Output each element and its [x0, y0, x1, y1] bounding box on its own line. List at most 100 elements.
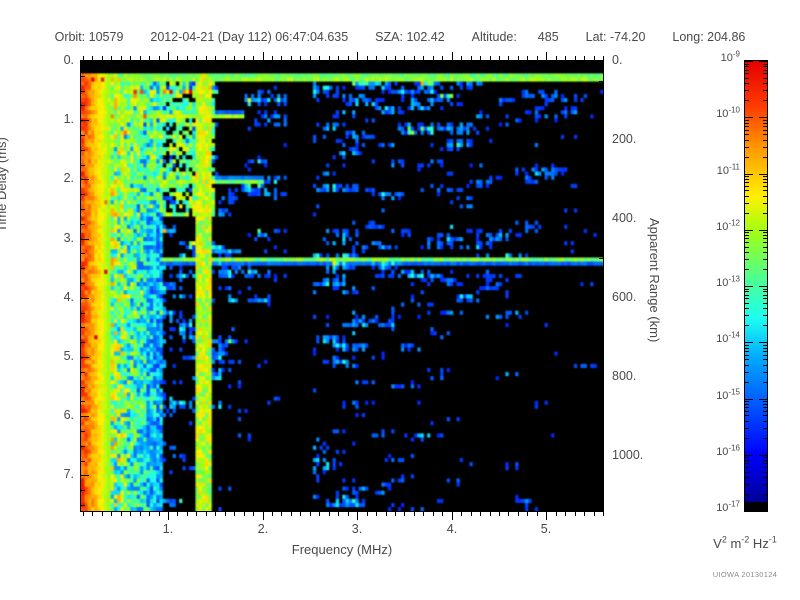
colorbar-minor-tick: [763, 325, 768, 326]
colorbar-minor-tick: [763, 477, 768, 478]
x-tick-5.1: [556, 511, 557, 516]
colorbar-minor-tick: [763, 348, 768, 349]
x-tick-top-1.7: [234, 56, 235, 61]
colorbar-minor-tick: [744, 123, 749, 124]
y-tick-label-left-5: 5.: [63, 349, 74, 363]
altitude-label: Altitude:: [471, 30, 517, 44]
colorbar-minor-tick: [763, 64, 768, 65]
x-tick-top-4.7: [518, 56, 519, 61]
observation-datetime: 2012-04-21 (Day 112) 06:47:04.635: [150, 30, 349, 44]
x-tick-top-5.5: [594, 56, 595, 61]
colorbar-tick-label--16: 10-16: [716, 443, 740, 458]
colorbar-minor-tick: [744, 90, 749, 91]
x-tick-top-4: [452, 52, 453, 61]
colorbar-minor-tick: [763, 345, 768, 346]
y-tick-right-500: [599, 258, 604, 259]
x-tick-2.8: [338, 511, 339, 516]
y-tick-right-200: [595, 140, 604, 141]
x-tick-5.6: [603, 511, 604, 516]
colorbar-minor-tick: [763, 428, 768, 429]
x-tick-top-2.3: [291, 56, 292, 61]
x-tick-0.2: [92, 511, 93, 516]
x-tick-top-5: [546, 52, 547, 61]
x-tick-5.2: [565, 511, 566, 516]
colorbar-minor-tick: [763, 123, 768, 124]
colorbar-minor-tick: [763, 295, 768, 296]
colorbar-major-tick--17: [759, 511, 768, 512]
x-tick-label-1: 1.: [162, 522, 174, 536]
x-tick-0.6: [130, 511, 131, 516]
colorbar-minor-tick: [763, 83, 768, 84]
y-tick-right-250: [599, 160, 604, 161]
colorbar-minor-tick: [763, 90, 768, 91]
colorbar-minor-tick: [744, 140, 749, 141]
x-tick-1.2: [187, 511, 188, 516]
x-tick-top-3.7: [423, 56, 424, 61]
colorbar-minor-tick: [763, 78, 768, 79]
colorbar-minor-tick: [763, 157, 768, 158]
colorbar-minor-tick: [744, 83, 749, 84]
colorbar-tick-label--13: 10-13: [716, 274, 740, 289]
colorbar-minor-tick: [744, 325, 749, 326]
colorbar-minor-tick: [763, 182, 768, 183]
colorbar-minor-tick: [744, 372, 749, 373]
x-tick-top-3.3: [386, 56, 387, 61]
y-tick-left-4.25: [80, 313, 85, 314]
x-tick-top-3.2: [376, 56, 377, 61]
colorbar-minor-tick: [763, 494, 768, 495]
colorbar-minor-tick: [744, 64, 749, 65]
y-tick-left-4.75: [80, 342, 85, 343]
colorbar-minor-tick: [744, 463, 749, 464]
colorbar-minor-tick: [744, 484, 749, 485]
colorbar-major-tick--13: [759, 286, 768, 287]
colorbar-minor-tick: [763, 359, 768, 360]
colorbar-minor-tick: [763, 315, 768, 316]
colorbar-minor-tick: [744, 70, 749, 71]
colorbar-minor-tick: [763, 232, 768, 233]
x-tick-0.3: [102, 511, 103, 516]
x-tick-top-3.1: [367, 56, 368, 61]
x-tick-top-0.3: [102, 56, 103, 61]
x-tick-top-1.1: [177, 56, 178, 61]
x-tick-5.5: [594, 511, 595, 516]
x-tick-2.6: [319, 511, 320, 516]
colorbar-minor-tick: [763, 190, 768, 191]
x-tick-4.1: [461, 511, 462, 516]
colorbar-minor-tick: [744, 247, 749, 248]
y-tick-left-1.25: [80, 135, 85, 136]
colorbar-minor-tick: [744, 460, 749, 461]
x-tick-top-4.4: [490, 56, 491, 61]
colorbar-minor-tick: [744, 242, 749, 243]
x-tick-0.1: [83, 511, 84, 516]
x-tick-2: [263, 511, 264, 520]
colorbar-minor-tick: [763, 407, 768, 408]
y-tick-right-1100: [599, 495, 604, 496]
colorbar-minor-tick: [763, 196, 768, 197]
y-tick-right-550: [599, 278, 604, 279]
y-tick-left-5.25: [80, 372, 85, 373]
latitude-label: Lat:: [585, 30, 607, 44]
x-tick-2.9: [348, 511, 349, 516]
colorbar-minor-tick: [744, 182, 749, 183]
y-tick-left-7.25: [80, 490, 85, 491]
x-tick-4.5: [499, 511, 500, 516]
colorbar-minor-tick: [744, 411, 749, 412]
x-tick-top-0.8: [149, 56, 150, 61]
orbit-value: 10579: [88, 30, 124, 44]
x-tick-label-3: 3.: [351, 522, 363, 536]
x-tick-0.8: [149, 511, 150, 516]
x-tick-5: [546, 511, 547, 520]
colorbar-minor-tick: [763, 186, 768, 187]
colorbar-minor-tick: [744, 126, 749, 127]
y-tick-right-800: [595, 377, 604, 378]
y-tick-left-3: [80, 239, 89, 240]
x-tick-4.7: [518, 511, 519, 516]
colorbar-minor-tick: [763, 100, 768, 101]
x-tick-3: [357, 511, 358, 520]
x-tick-3.3: [386, 511, 387, 516]
x-tick-top-4.3: [480, 56, 481, 61]
y-tick-left-3.25: [80, 253, 85, 254]
x-tick-top-0.1: [83, 56, 84, 61]
y-tick-label-left-3: 3.: [63, 231, 74, 245]
y-tick-left-2.75: [80, 224, 85, 225]
